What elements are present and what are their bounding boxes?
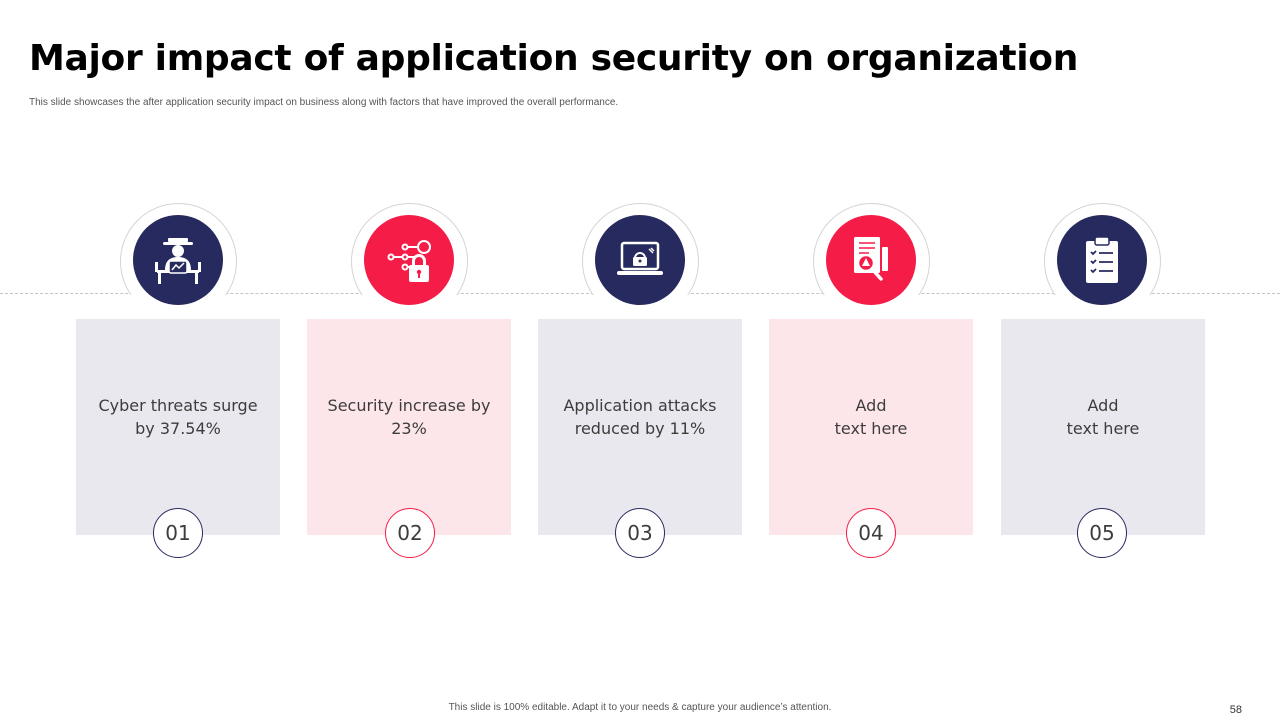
impact-card-1: Cyber threats surge by 37.54%	[76, 319, 280, 535]
impact-card-text: Application attacks reduced by 11%	[563, 396, 717, 438]
hacker-icon	[133, 215, 223, 305]
step-number-badge: 03	[615, 508, 665, 558]
impact-card-text: Add text here	[834, 396, 908, 438]
slide-title: Major impact of application security on …	[29, 38, 1079, 79]
impact-card-5: Add text here	[1001, 319, 1205, 535]
step-number-badge: 05	[1077, 508, 1127, 558]
step-number-badge: 02	[385, 508, 435, 558]
footer-note: This slide is 100% editable. Adapt it to…	[448, 702, 832, 713]
step-number-badge: 04	[846, 508, 896, 558]
laptop-lock-icon	[595, 215, 685, 305]
impact-card-text: Add text here	[1066, 396, 1140, 438]
slide-subtitle: This slide showcases the after applicati…	[29, 97, 619, 108]
page-number: 58	[1229, 704, 1242, 716]
impact-card-text: Security increase by 23%	[327, 396, 491, 438]
impact-card-3: Application attacks reduced by 11%	[538, 319, 742, 535]
impact-card-4: Add text here	[769, 319, 973, 535]
padlock-gear-icon	[364, 215, 454, 305]
clipboard-checklist-icon	[1057, 215, 1147, 305]
document-search-icon	[826, 215, 916, 305]
impact-card-text: Cyber threats surge by 37.54%	[98, 396, 258, 438]
impact-card-2: Security increase by 23%	[307, 319, 511, 535]
step-number-badge: 01	[153, 508, 203, 558]
